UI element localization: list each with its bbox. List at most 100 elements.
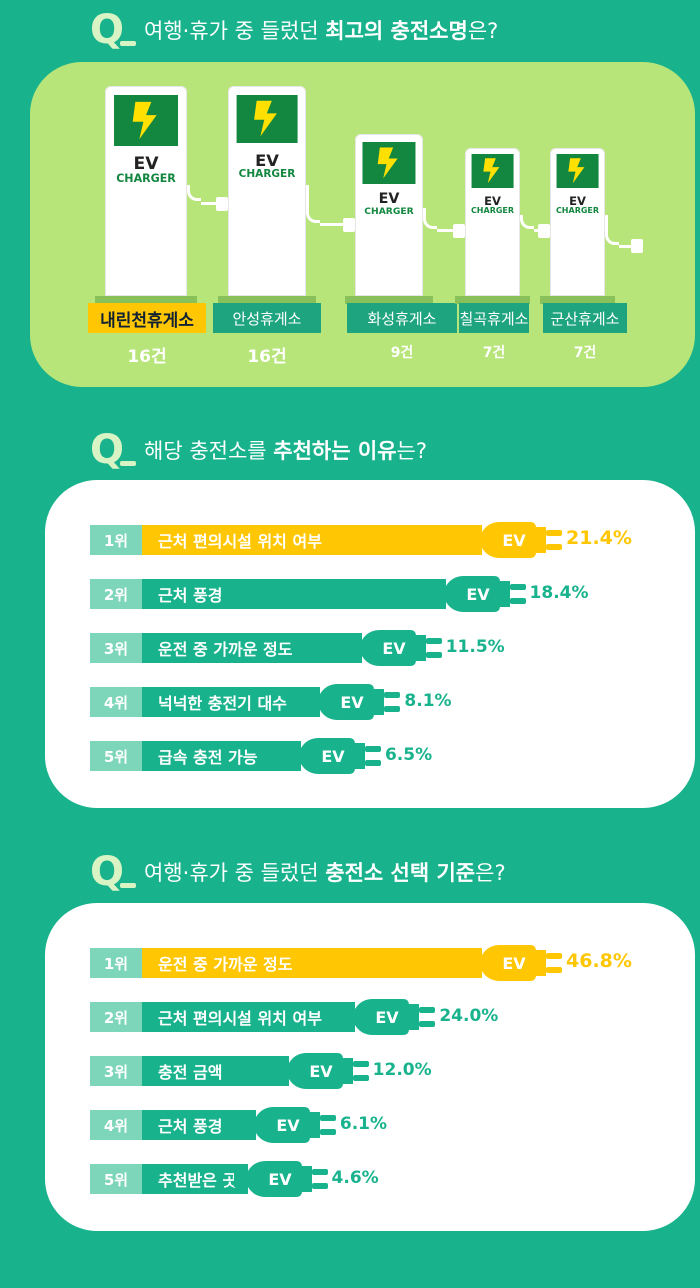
plug-icon: EV bbox=[306, 684, 401, 720]
plug-icon: EV bbox=[431, 576, 526, 612]
plug-label: EV bbox=[502, 954, 526, 973]
charger-ev-text: EV bbox=[484, 193, 501, 208]
charger-charger-text: CHARGER bbox=[238, 168, 296, 181]
rank-bar: 추천받은 곳 bbox=[142, 1164, 248, 1194]
q-icon: Q bbox=[90, 850, 140, 894]
charger-station: EV CHARGER bbox=[355, 134, 423, 296]
cable-plug bbox=[453, 224, 465, 239]
charger-screen bbox=[556, 153, 599, 189]
rank-number: 5위 bbox=[90, 741, 142, 771]
q-icon: Q bbox=[90, 428, 140, 472]
rank-row: 5위 급속 충전 가능 bbox=[90, 741, 301, 771]
station-label: 칠곡휴게소 bbox=[459, 303, 529, 333]
rank-number: 1위 bbox=[90, 525, 142, 555]
charger-cable bbox=[520, 214, 534, 230]
q3-suffix: 은? bbox=[475, 861, 506, 885]
charger-cable bbox=[320, 223, 345, 227]
plug-label: EV bbox=[382, 639, 406, 658]
rank-row: 3위 운전 중 가까운 정도 bbox=[90, 633, 362, 663]
rank-percent: 12.0% bbox=[372, 1060, 432, 1080]
charger-cable bbox=[306, 185, 320, 224]
plug-icon: EV bbox=[468, 945, 562, 981]
rank-bar: 근처 풍경 bbox=[142, 1110, 256, 1140]
cable-plug bbox=[538, 224, 550, 239]
rank-percent: 6.1% bbox=[339, 1114, 388, 1134]
rank-percent: 21.4% bbox=[566, 527, 632, 549]
plug-label: EV bbox=[466, 585, 490, 604]
rank-number: 4위 bbox=[90, 687, 142, 717]
plug-label: EV bbox=[376, 1008, 400, 1027]
q-icon: Q bbox=[90, 8, 140, 52]
rank-number: 3위 bbox=[90, 633, 142, 663]
plug-label: EV bbox=[309, 1062, 333, 1081]
rank-percent: 18.4% bbox=[529, 583, 589, 603]
charger-cable bbox=[619, 244, 633, 248]
station-label: 내린천휴게소 bbox=[88, 303, 206, 333]
q2-suffix: 는? bbox=[396, 439, 427, 463]
charger-charger-text: CHARGER bbox=[555, 205, 600, 215]
charger-base bbox=[218, 296, 316, 304]
charger-screen bbox=[236, 94, 298, 144]
question-2-title: Q 해당 충전소를 추천하는 이유는? bbox=[90, 428, 427, 472]
rank-bar: 근처 편의시설 위치 여부 bbox=[142, 525, 482, 555]
charger-station: EV CHARGER bbox=[228, 86, 306, 296]
lightning-icon bbox=[132, 101, 157, 140]
station-count: 9건 bbox=[390, 345, 414, 361]
charger-cable bbox=[534, 229, 540, 233]
charger-base bbox=[540, 296, 615, 304]
charger-charger-text: CHARGER bbox=[116, 172, 176, 186]
question-3-title: Q 여행·휴가 중 들렀던 충전소 선택 기준은? bbox=[90, 850, 506, 894]
rank-row: 1위 근처 편의시설 위치 여부 bbox=[90, 525, 482, 555]
charger-station: EV CHARGER bbox=[550, 147, 605, 296]
plug-icon: EV bbox=[241, 1107, 336, 1143]
plug-icon: EV bbox=[274, 1053, 369, 1089]
lightning-icon bbox=[377, 147, 398, 179]
plug-label: EV bbox=[502, 531, 526, 550]
rank-row: 3위 충전 금액 bbox=[90, 1056, 289, 1086]
station-label: 안성휴게소 bbox=[213, 303, 321, 333]
station-count: 16건 bbox=[247, 347, 287, 367]
rank-bar: 운전 중 가까운 정도 bbox=[142, 633, 362, 663]
charger-screen bbox=[362, 141, 416, 185]
plug-label: EV bbox=[268, 1170, 292, 1189]
plug-icon bbox=[631, 238, 643, 253]
rank-row: 2위 근처 풍경 bbox=[90, 579, 446, 609]
station-count: 7건 bbox=[482, 345, 506, 361]
q1-suffix: 은? bbox=[467, 19, 499, 43]
q2-bold: 추천하는 이유 bbox=[273, 439, 397, 463]
cable-plug bbox=[216, 196, 228, 211]
rank-bar: 충전 금액 bbox=[142, 1056, 289, 1086]
rank-number: 3위 bbox=[90, 1056, 142, 1086]
q3-prefix: 여행·휴가 중 들렀던 bbox=[144, 861, 326, 885]
charger-base bbox=[455, 296, 530, 304]
plug-icon: EV bbox=[468, 522, 562, 558]
rank-number: 2위 bbox=[90, 1002, 142, 1032]
charger-charger-text: CHARGER bbox=[364, 205, 414, 217]
q1-bold: 최고의 충전소명 bbox=[325, 19, 468, 43]
charger-ev-text: EV bbox=[255, 151, 279, 171]
rank-percent: 6.5% bbox=[384, 745, 433, 765]
rank-bar: 근처 풍경 bbox=[142, 579, 446, 609]
rank-bar: 넉넉한 충전기 대수 bbox=[142, 687, 321, 717]
station-label: 군산휴게소 bbox=[543, 303, 627, 333]
charger-cable bbox=[605, 214, 619, 245]
rank-percent: 4.6% bbox=[331, 1168, 379, 1188]
station-label: 화성휴게소 bbox=[347, 303, 457, 333]
lightning-icon bbox=[568, 158, 585, 184]
charger-base bbox=[345, 296, 433, 304]
rank-number: 5위 bbox=[90, 1164, 142, 1194]
rank-percent: 11.5% bbox=[445, 637, 505, 657]
plug-label: EV bbox=[276, 1116, 300, 1135]
q2-prefix: 해당 충전소를 bbox=[144, 439, 274, 463]
rank-number: 4위 bbox=[90, 1110, 142, 1140]
charger-cable bbox=[201, 201, 218, 205]
charger-ev-text: EV bbox=[569, 193, 586, 208]
rank-number: 1위 bbox=[90, 948, 142, 978]
rank-percent: 24.0% bbox=[439, 1006, 499, 1026]
rank-bar: 근처 편의시설 위치 여부 bbox=[142, 1002, 356, 1032]
rank-row: 4위 근처 풍경 bbox=[90, 1110, 256, 1140]
rank-row: 1위 운전 중 가까운 정도 bbox=[90, 948, 482, 978]
charger-ev-text: EV bbox=[378, 190, 400, 207]
charger-station: EV CHARGER bbox=[465, 147, 520, 296]
charger-cable bbox=[187, 185, 201, 202]
